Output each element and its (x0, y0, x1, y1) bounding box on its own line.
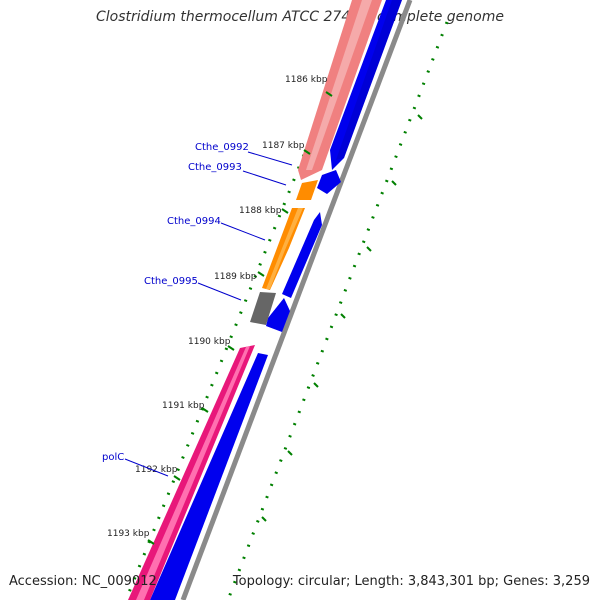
leader-cthe-0993 (242, 170, 287, 186)
orange-gene-cthe-0993 (296, 180, 318, 200)
kbp-label-1186: 1186 kbp (285, 75, 328, 85)
tick-1193 (147, 539, 155, 545)
kbp-label-1193: 1193 kbp (107, 529, 150, 539)
pink-gene-highlight (136, 346, 250, 600)
gene-label-cthe-0993[interactable]: Cthe_0993 (188, 162, 242, 173)
leader-cthe-0994 (220, 222, 266, 241)
kbp-label-1192: 1192 kbp (135, 465, 178, 475)
gene-label-cthe-0992[interactable]: Cthe_0992 (195, 142, 249, 153)
genome-backbone (180, 0, 413, 600)
outer-tick-6 (287, 450, 293, 456)
leader-cthe-0995 (197, 282, 242, 301)
blue-gene-arrow-cthe-0994 (282, 212, 322, 298)
topology-text: Topology: circular; Length: 3,843,301 bp… (232, 574, 590, 589)
gene-label-polc[interactable]: polC (102, 452, 124, 463)
kbp-label-1191: 1191 kbp (162, 401, 205, 411)
outer-tick-1 (417, 114, 423, 120)
tick-1188 (281, 208, 289, 214)
orange-gene-highlight (266, 208, 303, 289)
outer-tick-3 (366, 246, 372, 252)
tick-1190 (227, 345, 235, 351)
outer-tick-5 (313, 382, 319, 388)
leader-polc (124, 458, 169, 477)
gene-label-cthe-0995[interactable]: Cthe_0995 (144, 276, 198, 287)
outer-tick-4 (340, 313, 346, 319)
blue-gene-track-lower (150, 353, 268, 600)
tick-1187 (303, 149, 311, 155)
accession-text: Accession: NC_009012 (9, 574, 157, 589)
kbp-label-1188: 1188 kbp (239, 206, 282, 216)
kbp-label-1187: 1187 kbp (262, 141, 305, 151)
gene-label-cthe-0994[interactable]: Cthe_0994 (167, 216, 221, 227)
tick-1191 (201, 407, 209, 413)
tick-1186 (325, 91, 333, 97)
blue-gene-arrow-cthe-0995 (266, 298, 290, 332)
blue-gene-arrow-upper-dark (336, 0, 402, 160)
outer-tick-2 (391, 180, 397, 186)
leader-cthe-0992 (247, 151, 293, 166)
outer-tick-7 (261, 516, 267, 522)
kbp-label-1190: 1190 kbp (188, 337, 231, 347)
kbp-label-1189: 1189 kbp (214, 272, 257, 282)
salmon-gene-highlight (306, 0, 372, 170)
blue-gene-arrow-cthe-0993 (317, 170, 341, 194)
tick-1192 (173, 475, 181, 481)
blue-gene-track-upper (330, 0, 402, 170)
tick-1189 (257, 271, 265, 277)
grey-gene-cthe-0995 (250, 292, 276, 325)
